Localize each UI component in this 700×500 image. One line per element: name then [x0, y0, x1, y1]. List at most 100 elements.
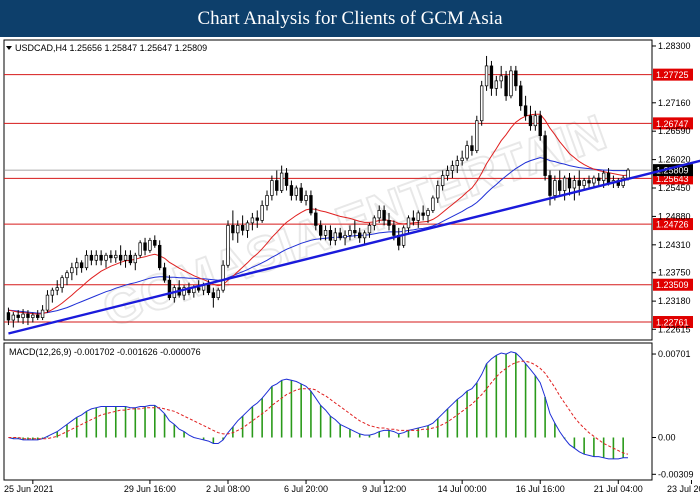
candlestick [231, 210, 235, 241]
candle-body [372, 217, 377, 226]
candle-body [99, 254, 103, 261]
candlestick [416, 210, 420, 228]
y-tick-label: 1.27160 [658, 98, 691, 108]
candlestick [558, 170, 562, 196]
candle-body [455, 160, 459, 166]
candlestick [343, 230, 347, 246]
candlestick [70, 262, 74, 281]
candle-body [240, 225, 245, 231]
candle-body [597, 177, 601, 181]
candlestick [84, 250, 89, 271]
candlestick [45, 290, 50, 313]
macd-y-tick-label: 0.00 [658, 433, 676, 443]
candlestick [362, 230, 367, 246]
candlestick [16, 310, 20, 323]
candle-body [221, 264, 225, 291]
candle-body [411, 217, 416, 221]
candle-body [523, 105, 528, 117]
candle-body [348, 230, 352, 236]
candlestick [50, 287, 55, 303]
candlestick [138, 240, 142, 258]
y-tick-label: 1.25450 [658, 183, 691, 193]
candlestick [333, 227, 338, 246]
candlestick [572, 175, 577, 201]
candlestick [328, 225, 333, 246]
candlestick [40, 305, 45, 321]
candle-body [255, 217, 259, 221]
candlestick [270, 175, 274, 201]
candlestick [11, 312, 16, 328]
y-tick-label: 1.26590 [658, 126, 691, 136]
candle-body [475, 120, 479, 151]
candlestick [621, 175, 625, 189]
candlestick [440, 170, 445, 191]
candle-body [528, 115, 533, 127]
candle-body [592, 177, 596, 184]
candle-body [489, 65, 494, 89]
candlestick [236, 220, 240, 243]
y-tick-label: 1.24310 [658, 240, 691, 250]
candle-body [26, 313, 30, 318]
candle-body [245, 222, 250, 231]
candle-body [504, 75, 508, 97]
candle-body [426, 210, 430, 216]
dropdown-triangle-icon[interactable] [6, 46, 12, 50]
candle-body [265, 195, 269, 206]
candlestick [353, 220, 357, 238]
candle-body [31, 314, 35, 318]
candle-body [538, 115, 542, 137]
candlestick [426, 207, 430, 223]
candlestick [489, 60, 494, 96]
candlestick [484, 55, 489, 91]
candlestick [221, 260, 225, 293]
candlestick [533, 110, 538, 131]
candle-body [157, 244, 162, 269]
candle-body [89, 254, 94, 261]
candle-body [40, 309, 45, 318]
candlestick [216, 287, 220, 301]
candle-body [445, 170, 450, 176]
candlestick [167, 275, 172, 301]
candlestick [494, 75, 499, 96]
candle-body [621, 177, 625, 186]
level-price-tag [653, 117, 693, 130]
candlestick [382, 205, 386, 226]
candlestick [133, 252, 137, 271]
candlestick [431, 195, 435, 213]
candle-body [123, 254, 128, 261]
candlestick [114, 250, 118, 263]
candlestick [597, 173, 601, 186]
candle-body [558, 180, 562, 191]
candlestick [406, 215, 411, 233]
candle-body [543, 135, 547, 176]
candle-body [275, 180, 279, 191]
candle-body [104, 254, 108, 261]
candlestick [318, 220, 323, 241]
current-price-tag [653, 164, 693, 177]
level-price-label: 1.25643 [656, 174, 689, 184]
candlestick [470, 135, 474, 156]
candlestick [504, 70, 508, 101]
candlestick [450, 160, 455, 179]
x-tick-label: 14 Jul 00:00 [438, 484, 487, 494]
candlestick [148, 237, 152, 253]
candlestick [592, 175, 596, 189]
candle-body [582, 180, 586, 186]
candlestick [60, 275, 64, 293]
candle-body [279, 172, 284, 191]
x-tick-label: 29 Jun 16:00 [124, 484, 176, 494]
candle-body [114, 254, 118, 259]
y-tick-label: 1.23180 [658, 296, 691, 306]
candle-body [79, 262, 84, 269]
candle-body [118, 254, 123, 261]
candle-body [587, 180, 591, 184]
moving-average-blue-line [8, 157, 628, 314]
candle-body [231, 225, 235, 234]
candlestick [36, 310, 40, 321]
candle-body [362, 232, 367, 239]
candlestick [226, 220, 230, 268]
candle-body [548, 175, 552, 196]
candlestick [528, 105, 533, 131]
candle-body [479, 85, 484, 122]
candlestick [250, 212, 255, 231]
